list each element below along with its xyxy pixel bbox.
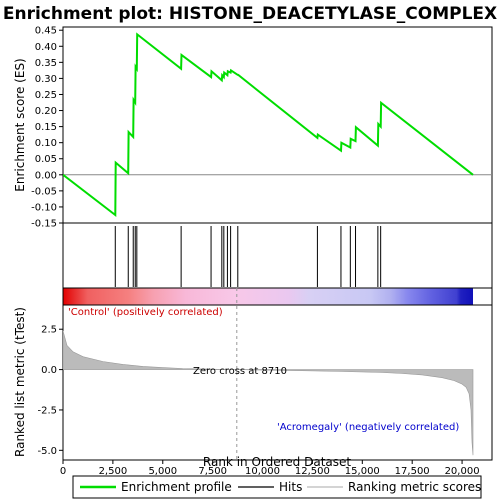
legend-hits-label: Hits	[279, 480, 302, 494]
es-y-tick-label: 0.40	[35, 42, 57, 53]
es-y-axis: -0.15 -0.10 -0.05 0.00 0.05 0.10 0.15 0.20 0.25 0…	[31, 26, 63, 230]
metric-x-tick-label: 17,500	[395, 466, 430, 477]
metric-y-tick-label: 0.0	[41, 365, 57, 376]
hits-group	[114, 226, 382, 287]
chart-title: Enrichment plot: HISTONE_DEACETYLASE_COM…	[3, 4, 497, 24]
positive-correlation-label: 'Control' (positively correlated)	[68, 307, 223, 318]
metric-y-tick-label: 2.5	[41, 325, 57, 336]
es-y-axis-label: Enrichment score (ES)	[13, 58, 27, 191]
metric-area-group	[63, 330, 474, 456]
legend-enrichment-label: Enrichment profile	[121, 480, 232, 494]
es-y-tick-label: 0.25	[35, 90, 57, 101]
metric-x-axis-label: Rank in Ordered Dataset	[203, 455, 351, 469]
hits-panel-frame	[62, 222, 493, 289]
metric-x-tick-label: 10,000	[245, 466, 280, 477]
es-y-tick-label: 0.30	[35, 74, 57, 85]
metric-x-axis: 0 2,500 5,000 7,500 10,000 12,500 15,000 17,500…	[60, 460, 480, 477]
metric-x-tick-label: 7,500	[198, 466, 227, 477]
negative-correlation-label: 'Acromegaly' (negatively correlated)	[277, 422, 459, 433]
es-profile-line	[63, 32, 474, 218]
legend-metric-label: Ranking metric scores	[348, 480, 481, 494]
es-y-tick-label: -0.10	[31, 202, 57, 213]
metric-x-tick-label: 0	[60, 466, 66, 477]
metric-y-axis-label: Ranked list metric (tTest)	[13, 307, 27, 457]
metric-x-tick-label: 12,500	[295, 466, 330, 477]
ranking-metric-area	[63, 330, 474, 456]
zero-cross-label: Zero cross at 8710	[193, 366, 287, 377]
es-y-tick-label: -0.05	[31, 186, 57, 197]
es-curve-group	[63, 32, 474, 218]
metric-x-tick-label: 2,500	[99, 466, 128, 477]
es-y-tick-label: 0.45	[35, 26, 57, 37]
es-y-tick-label: 0.10	[35, 138, 57, 149]
metric-x-tick-label: 20,000	[445, 466, 480, 477]
metric-x-tick-label: 5,000	[148, 466, 177, 477]
metric-y-tick-label: -5.0	[37, 446, 57, 457]
legend-box	[72, 475, 482, 499]
es-y-tick-label: 0.15	[35, 122, 57, 133]
es-y-tick-label: 0.05	[35, 154, 57, 165]
es-y-tick-label: 0.00	[35, 170, 57, 181]
es-y-tick-label: 0.35	[35, 58, 57, 69]
metric-panel-frame	[62, 304, 493, 461]
es-y-tick-label: -0.15	[31, 219, 57, 230]
metric-x-tick-label: 15,000	[345, 466, 380, 477]
es-y-tick-label: 0.20	[35, 106, 57, 117]
metric-y-axis: -5.0 -2.5 0.0 2.5	[37, 325, 63, 457]
ranking-heat-bar	[63, 288, 473, 305]
metric-y-tick-label: -2.5	[37, 405, 57, 416]
es-panel-frame	[62, 26, 493, 224]
